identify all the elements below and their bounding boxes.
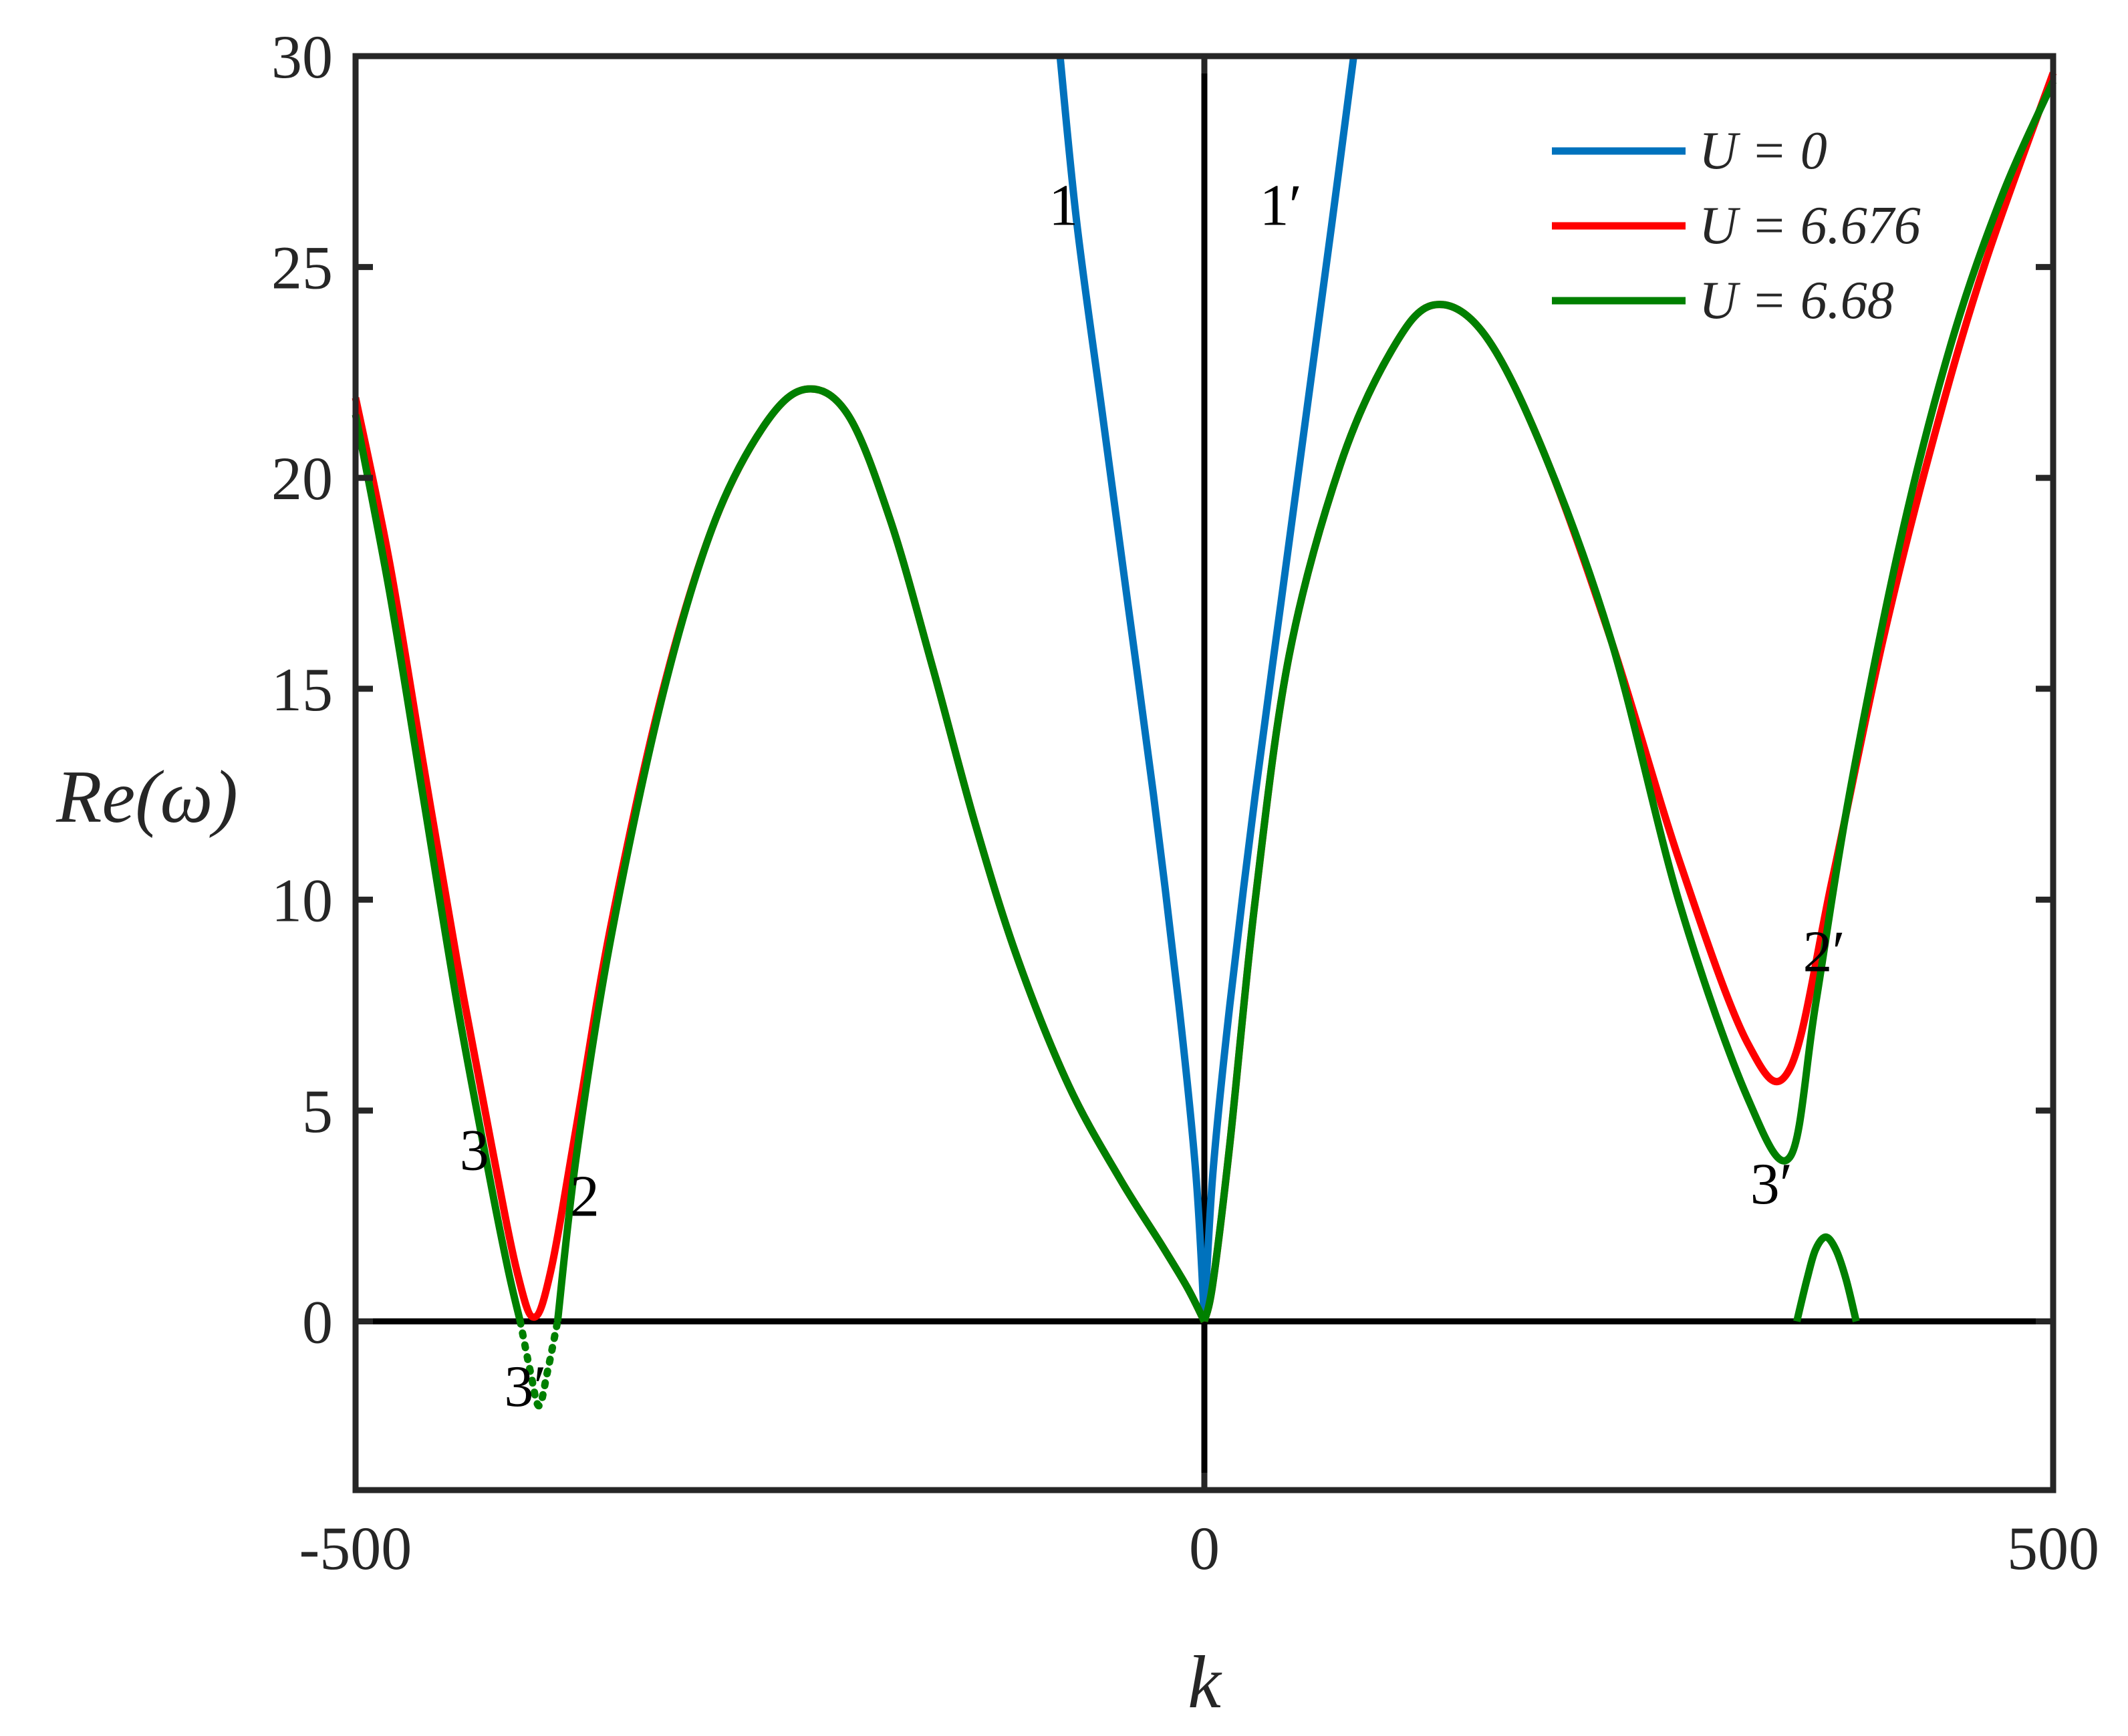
- x-tick-label: 500: [2007, 1514, 2099, 1582]
- legend-label: U = 6.68: [1699, 271, 1894, 330]
- y-tick-label: 5: [302, 1077, 333, 1145]
- y-tick-label: 25: [271, 234, 333, 302]
- curve-annotations: 1 1′ 3 2 3′ 2′ 3′: [460, 173, 1845, 1419]
- curve-annotation: 3: [460, 1118, 489, 1183]
- series-3-segment-4: [1200, 80, 2057, 1322]
- curve-annotation: 2′: [1803, 920, 1845, 985]
- series-3-segment-5: [1793, 1233, 1860, 1322]
- series-1-segment-2: [1200, 55, 1357, 1322]
- legend-label: U = 6.676: [1699, 196, 1921, 255]
- curve-annotation: 1: [1049, 173, 1078, 238]
- curve-annotation: 2: [570, 1165, 600, 1229]
- y-tick-label: 20: [271, 444, 333, 513]
- series-3-segment-3: [553, 385, 1208, 1323]
- series-1-segment-1: [1056, 55, 1208, 1322]
- series-3: [352, 80, 2057, 1410]
- curve-annotation: 3′: [504, 1354, 546, 1419]
- x-tick-label: -500: [299, 1514, 412, 1582]
- y-axis-label: Re(ω): [55, 756, 238, 839]
- curve-annotation: 1′: [1260, 173, 1302, 238]
- x-axis-label: k: [1188, 1641, 1222, 1724]
- x-tick-label: 0: [1189, 1514, 1220, 1582]
- y-tick-label: 10: [271, 866, 333, 934]
- series-1: [1056, 55, 1357, 1322]
- y-tick-label: 15: [271, 656, 333, 724]
- axis-ticks: 0 5 10 15 20 25 30 -500 0 500: [271, 23, 2099, 1582]
- curve-annotation: 3′: [1750, 1152, 1792, 1217]
- series-3-segment-2: [516, 1318, 561, 1410]
- legend-label: U = 0: [1699, 122, 1827, 180]
- series-layer: [352, 55, 2057, 1410]
- series-3-segment-1: [352, 414, 524, 1322]
- legend: U = 0 U = 6.676 U = 6.68: [1552, 122, 1921, 330]
- y-tick-label: 0: [302, 1288, 333, 1356]
- y-tick-label: 30: [271, 23, 333, 91]
